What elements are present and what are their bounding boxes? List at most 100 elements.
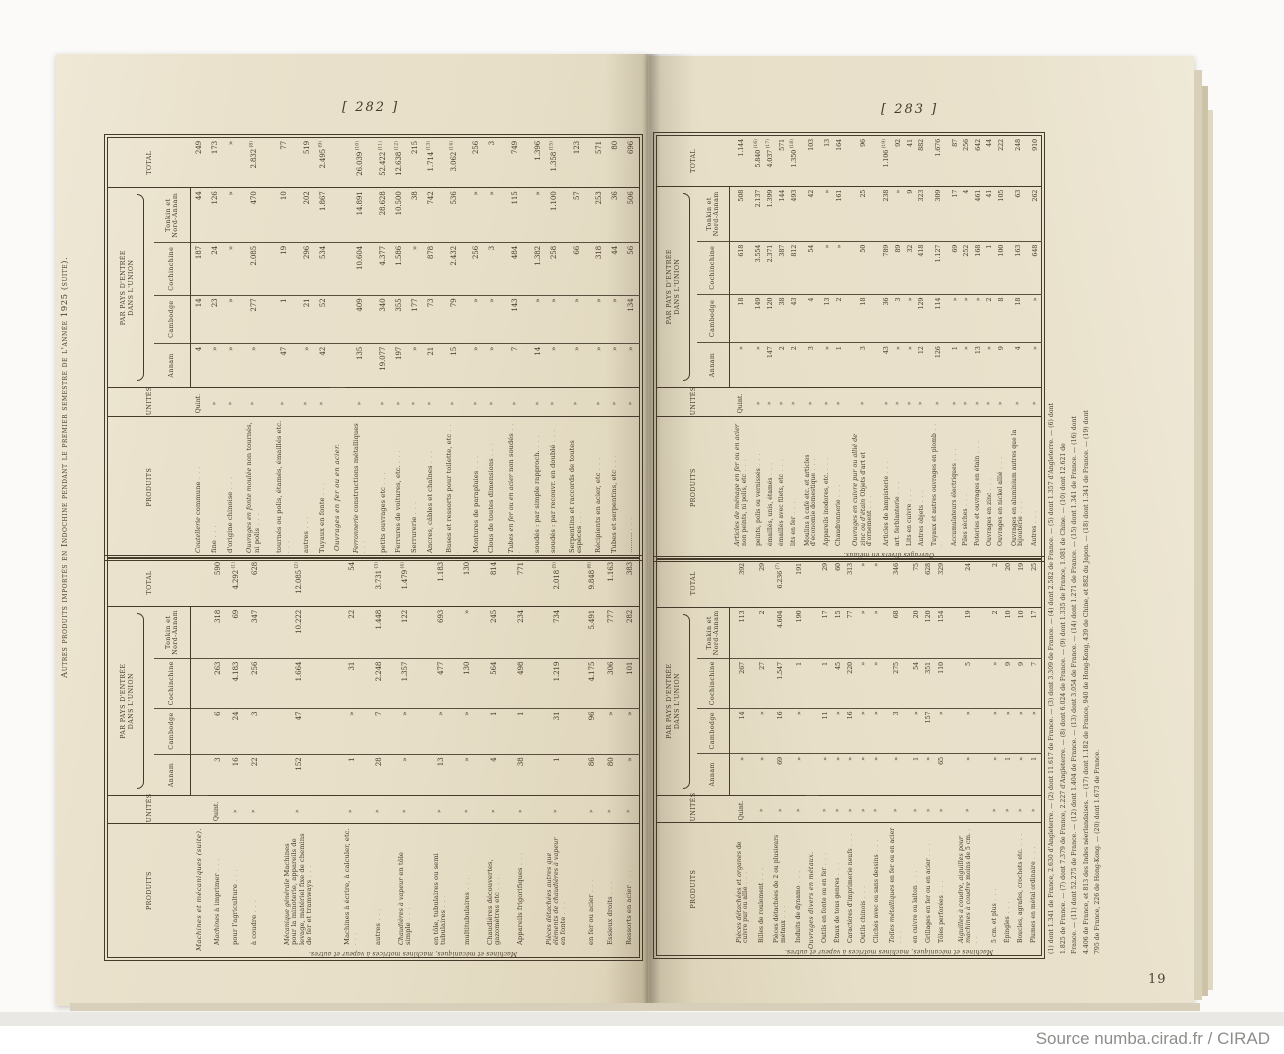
table-row: Ouvrages en fonte moulée non tournés, ni… <box>238 137 269 558</box>
qty-cell-cambodge: 7 <box>369 708 388 755</box>
qty-cell-cambodge: 143 <box>499 295 530 344</box>
qty-cell-cochinchine: 252 <box>960 241 973 295</box>
tonkin-line: Nord-Annam <box>713 610 720 656</box>
qty-cell-tonkin: 25 <box>844 186 881 242</box>
qty-cell-annam: 7 <box>499 343 530 388</box>
qty-cell-cochinchine: 351 <box>922 658 936 709</box>
product-cell: Pièces détachées autres que éléments de … <box>530 824 583 958</box>
section-label-cell: Ouvrages divers en métaux. <box>807 851 815 949</box>
qty-cell-tonkin: 28.628 <box>375 187 392 243</box>
qty-cell-cochinchine: 418 <box>915 241 928 295</box>
product-name: Accumulateurs électriques <box>951 448 958 546</box>
qty-cell-cochinchine: 110 <box>935 658 949 709</box>
footnote-line: 1.825 de France. — (7) dont 7.379 de Fra… <box>1059 443 1067 954</box>
par-pays-line: DANS L'UNION <box>673 258 681 315</box>
qty-cell-cambodge: » <box>755 708 769 754</box>
qty-cell-cochinchine: 387 <box>776 241 789 295</box>
qty-cell-tonkin: 17 <box>818 607 832 659</box>
product-cell: autres <box>299 417 315 558</box>
table-row: Ancres, câbles et chaînes »21738787421.71… <box>422 137 439 558</box>
unit-cell: » <box>892 387 905 417</box>
qty-cell-cochinchine: 498 <box>511 658 531 709</box>
qty-cell-cambodge: » <box>333 708 370 755</box>
unit-cell: » <box>752 387 765 417</box>
unit-cell: » <box>818 795 832 823</box>
total-cell: 103 <box>800 135 822 187</box>
table-row: Poteries et ouvrages en étain»13»1684616… <box>972 135 984 559</box>
qty-cell-cochinchine: 69 <box>949 241 961 295</box>
total-cell: 130 <box>457 558 477 607</box>
unit-cell: » <box>545 387 562 417</box>
product-cell: Ouvrages en cuivre pur ou allié de zinc … <box>845 417 881 559</box>
qty-cell-annam: » <box>948 753 989 796</box>
table-row: peints, polis ou vernissés»»1493.5542.13… <box>752 135 765 559</box>
total-cell: 1.350 (18) <box>788 135 801 187</box>
total-cell: 628 <box>245 558 264 607</box>
scan-background-strip <box>0 1012 1284 1026</box>
qty-cell-cambodge: 6 <box>208 708 227 755</box>
qty-cell-cochinchine: 534 <box>314 242 331 296</box>
qty-cell-annam: 16 <box>226 754 246 796</box>
table-283-lower: PRODUITS UNITÉS PAR PAYS D'ENTRÉE DANS L'UN… <box>653 555 1045 960</box>
qty-cell-cochinchine: 1.382 <box>529 242 546 296</box>
unit-cell: » <box>915 387 928 417</box>
par-pays-line: PAR PAYS D'ENTRÉE <box>666 663 674 739</box>
unit-cell: » <box>844 795 858 823</box>
section-label-cell: Machines et mécaniques (suite). <box>194 828 203 951</box>
qty-cell-annam: 22 <box>245 754 264 796</box>
product-name: Pièces détachées de 2 ou plusieurs métau… <box>773 835 786 943</box>
qty-cell-tonkin: 2 <box>755 607 769 659</box>
qty-cell-tonkin: 44 <box>190 187 208 243</box>
product-cell: Chaudières à vapeur en tôle simple <box>388 824 423 958</box>
total-cell: 19 <box>1014 559 1028 608</box>
product-name: Récipients en acier, etc <box>594 457 602 553</box>
unit-cell: » <box>268 387 299 417</box>
product-group-label: Coutellerie <box>194 515 203 553</box>
country-header: Annam <box>154 754 191 796</box>
par-pays-line: PAR PAYS D'ENTRÉE <box>120 250 128 326</box>
unit-cell: » <box>1027 795 1042 823</box>
qty-cell-cochinchine: » <box>857 658 871 709</box>
qty-cell-annam: 147 <box>764 342 777 388</box>
total-header: TOTAL <box>107 137 191 188</box>
total-cell: 2.018 (5) <box>530 558 583 607</box>
qty-cell-tonkin: 190 <box>792 607 806 659</box>
value-cell <box>330 242 346 296</box>
table-row: soudés : par recouvr. en doublé»»»2581.1… <box>545 137 562 558</box>
product-name: Serpentins et raccords de toutes espèces <box>568 440 583 553</box>
qty-cell-tonkin: 4 <box>960 186 973 242</box>
total-cell: 164 <box>833 135 845 187</box>
table-row: multitubulaires»»»130»130 <box>457 558 477 958</box>
product-cell: Mécanique générale Machines pour la mino… <box>264 824 334 958</box>
product-name: Machines à écrire, à calculer, etc. <box>343 828 358 945</box>
qty-cell-annam: » <box>606 343 623 388</box>
qty-cell-tonkin: 536 <box>438 187 469 243</box>
unit-cell: » <box>880 387 893 417</box>
product-cell: en tôle, tubulaires ou semi tubulaires <box>423 824 458 958</box>
value-cell <box>805 559 819 608</box>
table-row: Clichés avec ou sans dessins»»»»»» <box>870 559 884 956</box>
qty-cell-cambodge: » <box>606 295 623 344</box>
total-cell: 1.144 <box>729 135 753 187</box>
page-stack-edge <box>1202 86 1208 996</box>
qty-cell-tonkin: 42 <box>800 186 822 242</box>
total-cell: 13 <box>821 135 834 187</box>
qty-cell-annam: 4 <box>190 343 208 388</box>
qty-cell-tonkin: 17 <box>949 186 961 242</box>
product-name: Montures de parapluies <box>472 455 480 553</box>
product-cell: émaillés, unis, étamés <box>765 417 777 559</box>
total-cell: » <box>222 137 239 188</box>
qty-cell-tonkin: 777 <box>601 606 620 659</box>
unit-cell: » <box>904 387 916 417</box>
total-header: TOTAL <box>656 559 730 608</box>
total-cell: 29 <box>818 559 832 608</box>
qty-cell-cochinchine: » <box>821 241 834 295</box>
qty-cell-tonkin: 742 <box>422 187 439 243</box>
qty-cell-cambodge: 3 <box>245 708 264 755</box>
footnote-ref: (16) <box>754 139 760 150</box>
total-cell: 628 <box>922 559 936 608</box>
